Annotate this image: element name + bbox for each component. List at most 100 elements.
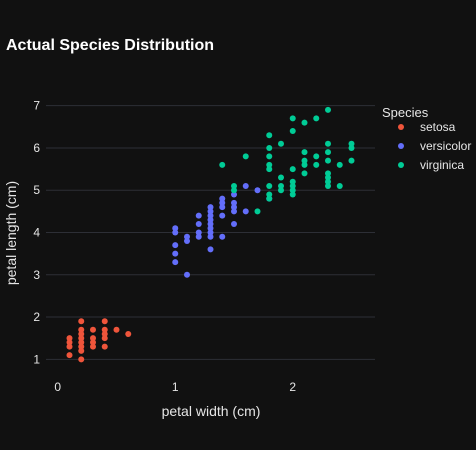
data-point-versicolor	[207, 225, 214, 232]
chart-title: Actual Species Distribution	[6, 37, 214, 54]
data-point-setosa	[78, 318, 85, 325]
legend-marker-setosa	[398, 124, 404, 130]
data-point-versicolor	[231, 221, 237, 228]
data-point-versicolor	[184, 233, 190, 240]
x-axis-title: petal width (cm)	[162, 403, 261, 419]
data-point-virginica	[266, 183, 273, 189]
y-tick-label: 4	[33, 226, 40, 240]
data-point-setosa	[101, 335, 108, 342]
data-point-versicolor	[184, 271, 190, 278]
data-point-versicolor	[172, 229, 179, 236]
data-point-virginica	[266, 195, 273, 202]
data-point-versicolor	[207, 204, 214, 211]
data-point-versicolor	[219, 195, 226, 202]
data-point-virginica	[289, 183, 296, 189]
data-point-virginica	[336, 161, 343, 168]
x-tick-label: 1	[172, 380, 179, 394]
data-point-setosa	[78, 326, 85, 333]
data-point-setosa	[78, 356, 85, 363]
data-point-virginica	[336, 183, 343, 189]
x-tick-label: 2	[289, 380, 296, 394]
y-tick-label: 1	[33, 352, 40, 366]
data-point-virginica	[325, 149, 331, 156]
legend-items: setosa versicolor virginica	[398, 120, 471, 172]
data-point-versicolor	[207, 212, 214, 219]
data-point-setosa	[78, 330, 85, 337]
data-point-versicolor	[219, 199, 226, 206]
data-point-versicolor	[195, 229, 202, 236]
data-point-virginica	[325, 140, 331, 147]
data-point-virginica	[231, 183, 237, 189]
data-point-virginica	[325, 178, 331, 185]
data-point-setosa	[101, 330, 108, 337]
y-axis-title: petal length (cm)	[3, 181, 19, 285]
data-point-versicolor	[172, 225, 179, 232]
data-point-virginica	[289, 178, 296, 185]
data-point-virginica	[289, 128, 296, 135]
data-point-versicolor	[242, 208, 249, 215]
data-point-setosa	[78, 339, 85, 346]
data-point-virginica	[266, 144, 273, 151]
data-point-setosa	[113, 326, 120, 333]
data-point-versicolor	[172, 259, 179, 266]
legend-label-virginica: virginica	[420, 158, 464, 172]
data-point-virginica	[313, 115, 320, 122]
data-point-virginica	[313, 161, 320, 168]
data-point-virginica	[278, 183, 284, 189]
data-point-setosa	[78, 335, 85, 342]
data-point-virginica	[266, 153, 273, 160]
data-point-setosa	[66, 352, 73, 359]
data-point-virginica	[266, 191, 273, 198]
data-point-setosa	[101, 343, 108, 350]
data-point-versicolor	[219, 212, 226, 219]
data-point-virginica	[301, 119, 308, 126]
legend-label-versicolor: versicolor	[420, 139, 471, 153]
data-point-virginica	[289, 191, 296, 198]
data-point-setosa	[125, 330, 132, 337]
data-point-virginica	[231, 187, 237, 194]
data-point-virginica	[348, 157, 355, 164]
x-tick-label: 0	[54, 380, 61, 394]
data-point-virginica	[301, 170, 308, 177]
data-point-setosa	[101, 318, 108, 325]
data-point-virginica	[289, 187, 296, 194]
data-point-setosa	[78, 343, 85, 350]
data-point-virginica	[278, 140, 284, 147]
data-point-virginica	[266, 161, 273, 168]
legend-title: Species	[382, 105, 429, 120]
data-point-virginica	[254, 208, 261, 215]
data-point-versicolor	[207, 229, 214, 236]
data-point-virginica	[325, 170, 331, 177]
data-point-setosa	[78, 347, 85, 354]
data-point-setosa	[101, 326, 108, 333]
data-point-versicolor	[184, 237, 190, 244]
data-point-setosa	[66, 339, 73, 346]
data-point-versicolor	[207, 233, 214, 240]
data-point-versicolor	[195, 221, 202, 228]
data-point-virginica	[301, 149, 308, 156]
data-point-virginica	[301, 161, 308, 168]
data-point-versicolor	[207, 208, 214, 215]
data-point-virginica	[301, 157, 308, 164]
data-point-versicolor	[231, 204, 237, 211]
y-tick-label: 3	[33, 268, 40, 282]
data-point-virginica	[325, 183, 331, 189]
data-point-virginica	[242, 153, 249, 160]
data-point-virginica	[219, 161, 226, 168]
y-tick-label: 7	[33, 99, 40, 113]
data-point-versicolor	[242, 183, 249, 189]
x-tick-labels: 0 1 2	[54, 380, 296, 394]
data-point-versicolor	[195, 212, 202, 219]
legend: Species setosa versicolor virginica	[382, 105, 471, 172]
data-point-setosa	[66, 335, 73, 342]
data-point-versicolor	[195, 233, 202, 240]
data-point-versicolor	[231, 208, 237, 215]
y-tick-label: 5	[33, 183, 40, 197]
data-point-setosa	[66, 343, 73, 350]
data-points	[66, 106, 355, 363]
data-point-versicolor	[231, 199, 237, 206]
data-point-virginica	[278, 174, 284, 181]
data-point-versicolor	[172, 242, 179, 249]
data-point-virginica	[289, 115, 296, 122]
